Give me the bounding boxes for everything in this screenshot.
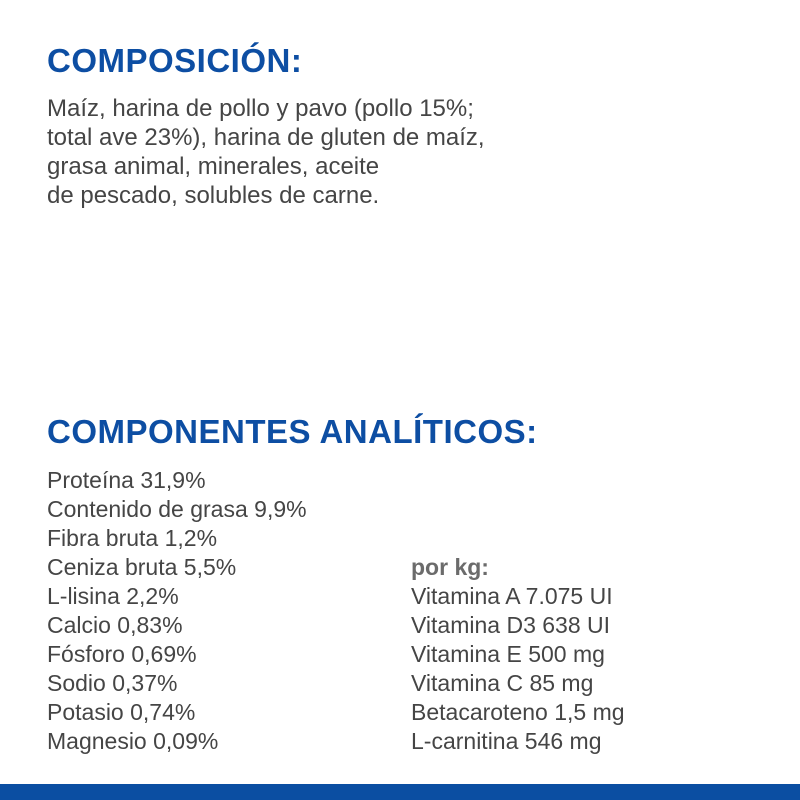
analytics-item: Proteína 31,9%	[47, 467, 206, 493]
analytics-item: Sodio 0,37%	[47, 670, 178, 696]
composition-line: de pescado, solubles de carne.	[47, 182, 380, 209]
per-kg-item: Vitamina A 7.075 UI	[411, 583, 613, 609]
composition-text: Maíz, harina de pollo y pavo (pollo 15%;…	[47, 94, 485, 210]
per-kg-item: Vitamina E 500 mg	[411, 641, 605, 667]
analytics-list: Proteína 31,9% Contenido de grasa 9,9% F…	[47, 466, 307, 756]
composition-heading: COMPOSICIÓN:	[47, 42, 303, 79]
analytics-item: Magnesio 0,09%	[47, 728, 219, 754]
analytics-item: Fibra bruta 1,2%	[47, 525, 218, 551]
per-kg-item: Vitamina D3 638 UI	[411, 612, 611, 638]
analytics-item: Fósforo 0,69%	[47, 641, 197, 667]
per-kg-item: L-carnitina 546 mg	[411, 728, 602, 754]
per-kg-label: por kg:	[411, 554, 489, 580]
analytics-heading: COMPONENTES ANALÍTICOS:	[47, 413, 538, 450]
analytics-item: Calcio 0,83%	[47, 612, 183, 638]
composition-line: total ave 23%), harina de gluten de maíz…	[47, 124, 485, 151]
per-kg-list: por kg: Vitamina A 7.075 UI Vitamina D3 …	[411, 553, 625, 756]
bottom-bar	[0, 784, 800, 800]
analytics-item: Potasio 0,74%	[47, 699, 196, 725]
composition-line: Maíz, harina de pollo y pavo (pollo 15%;	[47, 95, 474, 122]
per-kg-item: Vitamina C 85 mg	[411, 670, 594, 696]
analytics-item: Ceniza bruta 5,5%	[47, 554, 237, 580]
composition-line: grasa animal, minerales, aceite	[47, 153, 380, 180]
analytics-item: L-lisina 2,2%	[47, 583, 179, 609]
per-kg-item: Betacaroteno 1,5 mg	[411, 699, 625, 725]
analytics-item: Contenido de grasa 9,9%	[47, 496, 307, 522]
